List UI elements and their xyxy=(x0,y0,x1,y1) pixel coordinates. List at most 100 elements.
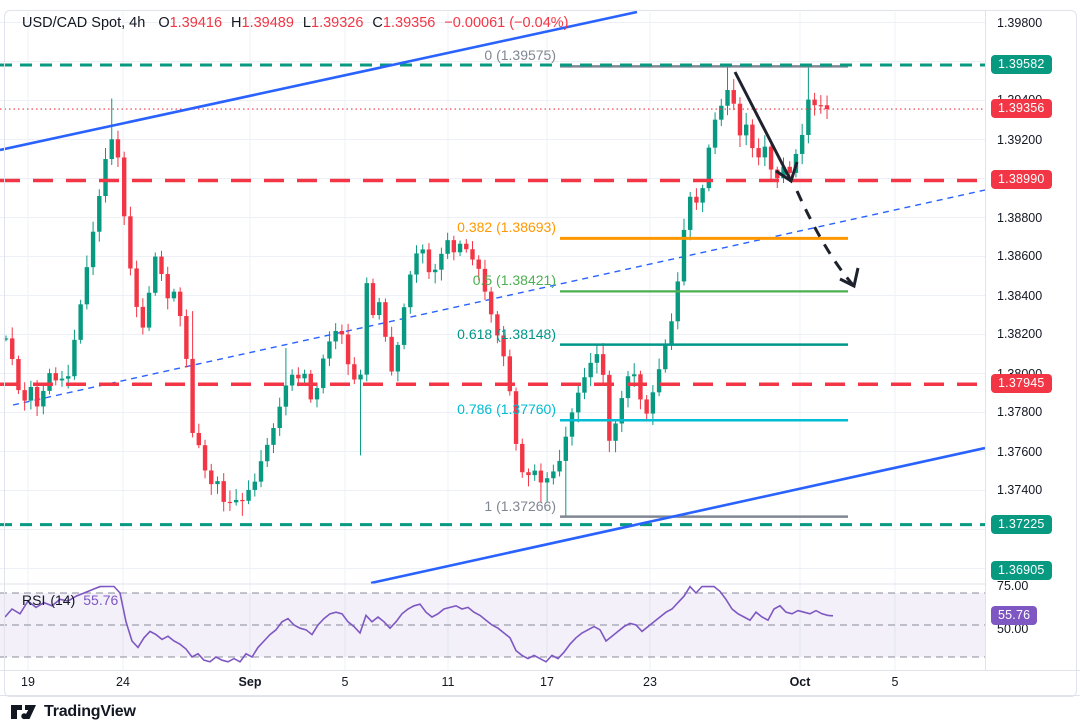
price-badge: 1.39356 xyxy=(991,99,1052,118)
axis-tick-label: 1.38200 xyxy=(997,327,1043,341)
fib-level-label: 0.618 (1.38148) xyxy=(457,325,556,342)
candle-body xyxy=(339,330,345,335)
fib-level-label: 0.382 (1.38693) xyxy=(457,219,556,236)
price-badge: 1.37225 xyxy=(991,515,1052,534)
price-badge: 1.39582 xyxy=(991,55,1052,74)
candle-body xyxy=(824,105,830,110)
trendline[interactable] xyxy=(0,10,638,152)
candle-body xyxy=(799,134,805,154)
candle-body xyxy=(582,377,587,393)
ohlc-label: C xyxy=(372,15,383,31)
candle-body xyxy=(532,470,537,476)
candle-body xyxy=(669,321,674,346)
candle-body xyxy=(712,119,718,148)
candle-body xyxy=(215,481,220,485)
time-tick-label: 5 xyxy=(341,675,349,689)
candle-body xyxy=(806,99,811,135)
candle-body xyxy=(538,470,544,483)
candle-body xyxy=(408,274,413,308)
candle-body xyxy=(34,386,40,407)
axis-tick-label: 1.38600 xyxy=(997,249,1043,263)
solid-arrow[interactable] xyxy=(733,71,792,180)
candle-body xyxy=(663,345,668,370)
candle-body xyxy=(551,471,556,479)
candle-body xyxy=(41,390,46,407)
candle-body xyxy=(600,354,606,375)
axis-tick-label: 1.38800 xyxy=(997,211,1043,225)
candle-body xyxy=(277,406,282,429)
candle-body xyxy=(812,99,817,106)
axis-tick-label: 1.37600 xyxy=(997,445,1043,459)
candle-body xyxy=(762,146,768,158)
axis-tick-label: 1.39800 xyxy=(997,16,1043,30)
candle-body xyxy=(358,374,363,380)
candle-body xyxy=(613,423,618,441)
axis-tick-label: 1.39200 xyxy=(997,133,1043,147)
candle-body xyxy=(265,444,270,462)
price-axis[interactable]: 1.398001.394001.392001.388001.386001.384… xyxy=(985,10,1080,694)
axis-tick-label: 75.00 xyxy=(997,579,1029,593)
candle-body xyxy=(84,267,90,305)
candle-body xyxy=(128,216,133,269)
ohlc-label: O xyxy=(158,15,170,31)
candle-body xyxy=(719,105,724,120)
tradingview-attribution[interactable]: TradingView xyxy=(10,700,136,724)
candle-body xyxy=(650,392,656,414)
candle-body xyxy=(750,124,755,149)
rsi-value: 55.76 xyxy=(83,592,119,608)
candle-body xyxy=(632,374,637,377)
rsi-line[interactable] xyxy=(4,585,834,663)
candle-body xyxy=(470,249,475,260)
candle-body xyxy=(675,281,680,322)
dashed-trendline[interactable] xyxy=(12,189,985,406)
candle-body xyxy=(227,501,233,504)
candle-body xyxy=(221,481,226,502)
candle-body xyxy=(756,148,761,158)
candle-body xyxy=(414,253,419,275)
candle-body xyxy=(426,249,432,273)
price-badge: 1.36905 xyxy=(991,561,1052,580)
axis-tick-label: 1.37800 xyxy=(997,405,1043,419)
candle-body xyxy=(283,385,289,407)
time-axis[interactable]: 19 24 Sep 5 11 17 23 Oct 5 xyxy=(0,670,1080,696)
ohlc-value: 1.39326 xyxy=(311,15,364,31)
candle-body xyxy=(401,307,407,345)
candle-body xyxy=(59,378,65,381)
dashed-arrow[interactable] xyxy=(795,190,855,286)
candle-body xyxy=(768,146,774,170)
time-tick-label: 5 xyxy=(891,675,899,689)
axis-tick-label: 1.37400 xyxy=(997,483,1043,497)
candle-body xyxy=(563,436,568,461)
candle-body xyxy=(501,335,506,357)
candle-body xyxy=(47,373,52,391)
candle-body xyxy=(121,157,127,217)
candle-body xyxy=(246,489,251,501)
candle-body xyxy=(10,338,15,360)
candle-body xyxy=(177,291,183,317)
candle-body xyxy=(737,103,743,136)
ohlc-label: H xyxy=(231,15,242,31)
candle-body xyxy=(16,359,21,391)
candle-body xyxy=(377,302,382,316)
trendline[interactable] xyxy=(370,446,985,585)
candle-body xyxy=(818,105,824,107)
candlestick-chart-canvas[interactable] xyxy=(0,0,985,670)
ohlc-value: 1.39489 xyxy=(241,15,294,31)
time-tick-label: 17 xyxy=(540,675,554,689)
candle-body xyxy=(731,90,736,104)
axis-tick-label: 50.00 xyxy=(997,622,1029,636)
candle-body xyxy=(700,188,705,203)
candle-body xyxy=(233,499,239,503)
price-badge: 55.76 xyxy=(991,606,1038,625)
candle-body xyxy=(134,268,139,307)
rsi-legend: RSI (14) 55.76 xyxy=(22,592,118,608)
candle-body xyxy=(588,362,593,378)
time-tick-label: 23 xyxy=(643,675,657,689)
candle-body xyxy=(594,354,600,363)
candle-body xyxy=(625,376,631,399)
candle-body xyxy=(345,334,351,365)
candle-body xyxy=(781,166,786,179)
fib-level-label: 0.786 (1.37760) xyxy=(457,401,556,418)
candle-body xyxy=(688,196,693,230)
change-value: −0.00061 (−0.04%) xyxy=(444,15,569,31)
